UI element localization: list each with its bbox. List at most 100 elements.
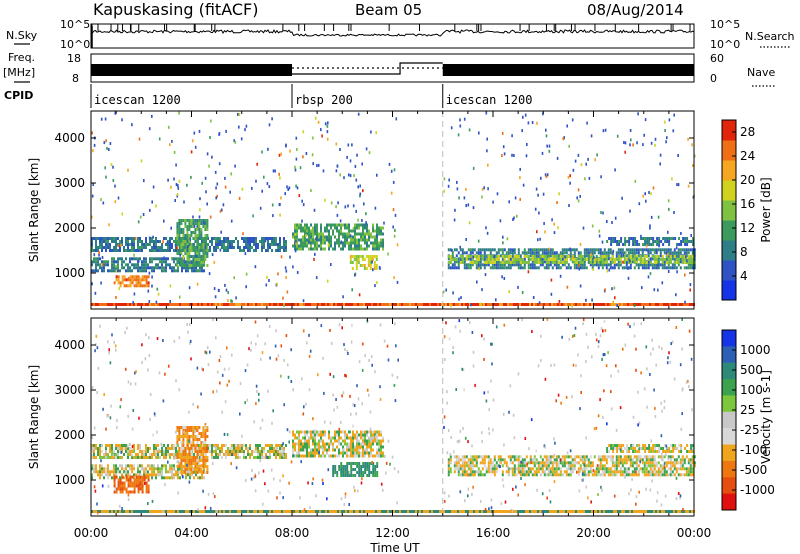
- scatter-cell: [276, 282, 278, 286]
- ground-scatter-cell: [119, 303, 121, 306]
- scatter-cell: [650, 141, 653, 145]
- echo-cell: [202, 453, 205, 456]
- echo-cell: [368, 430, 370, 434]
- echo-cell: [192, 444, 195, 447]
- echo-cell: [513, 458, 516, 462]
- echo-cell: [493, 455, 496, 459]
- echo-cell: [531, 266, 534, 270]
- echo-cell: [192, 222, 195, 225]
- ground-scatter-cell: [637, 303, 639, 306]
- echo-cell: [541, 458, 544, 462]
- echo-cell: [105, 450, 107, 453]
- echo-cell: [141, 484, 144, 488]
- echo-cell: [489, 470, 492, 474]
- echo-cell: [547, 458, 550, 462]
- echo-cell: [653, 258, 656, 261]
- echo-cell: [380, 439, 382, 443]
- echo-cell: [190, 249, 193, 252]
- echo-cell: [332, 247, 334, 251]
- echo-cell: [681, 258, 684, 261]
- echo-cell: [198, 447, 201, 450]
- echo-cell: [342, 471, 345, 474]
- echo-cell: [537, 254, 540, 258]
- echo-cell: [99, 263, 101, 267]
- echo-cell: [178, 465, 181, 468]
- echo-cell: [332, 442, 334, 446]
- echo-cell: [151, 240, 153, 243]
- echo-cell: [330, 226, 332, 230]
- echo-cell: [469, 255, 472, 258]
- scatter-cell: [247, 237, 250, 241]
- ground-scatter-cell: [649, 510, 651, 513]
- echo-cell: [537, 251, 540, 255]
- echo-cell: [121, 481, 124, 485]
- scatter-cell: [231, 299, 233, 303]
- echo-cell: [202, 462, 205, 465]
- scatter-cell: [572, 168, 575, 172]
- echo-cell: [306, 229, 308, 233]
- echo-cell: [198, 438, 201, 441]
- echo-cell: [119, 481, 122, 485]
- echo-cell: [257, 453, 259, 456]
- echo-cell: [202, 258, 205, 261]
- echo-cell: [547, 455, 550, 459]
- echo-cell: [356, 454, 358, 458]
- ground-scatter-cell: [357, 303, 359, 306]
- echo-cell: [189, 470, 191, 474]
- echo-cell: [204, 429, 207, 432]
- echo-cell: [368, 471, 371, 474]
- echo-cell: [633, 248, 636, 252]
- echo-cell: [593, 258, 596, 261]
- echo-cell: [121, 487, 124, 491]
- echo-cell: [683, 248, 686, 252]
- echo-cell: [95, 470, 97, 474]
- scatter-cell: [485, 111, 488, 115]
- echo-cell: [93, 470, 95, 474]
- echo-cell: [155, 257, 157, 261]
- echo-cell: [277, 450, 279, 453]
- echo-cell: [545, 461, 548, 465]
- echo-cell: [376, 465, 379, 468]
- echo-cell: [453, 258, 456, 261]
- echo-cell: [457, 257, 460, 261]
- echo-cell: [663, 258, 666, 261]
- echo-cell: [539, 248, 542, 252]
- ground-scatter-cell: [615, 303, 617, 306]
- echo-cell: [367, 258, 370, 261]
- echo-cell: [479, 263, 482, 267]
- echo-cell: [239, 447, 241, 450]
- ground-scatter-cell: [337, 510, 339, 513]
- scatter-cell: [453, 218, 456, 222]
- echo-cell: [356, 451, 358, 455]
- echo-cell: [151, 470, 153, 474]
- ground-scatter-cell: [675, 303, 677, 306]
- echo-cell: [131, 456, 133, 459]
- echo-cell: [192, 447, 195, 450]
- ground-scatter-cell: [121, 303, 123, 306]
- echo-cell: [178, 237, 181, 240]
- echo-cell: [349, 255, 352, 258]
- echo-cell: [346, 442, 348, 446]
- echo-cell: [133, 484, 136, 488]
- echo-cell: [123, 481, 126, 485]
- echo-cell: [141, 284, 144, 288]
- echo-cell: [326, 226, 328, 230]
- echo-cell: [372, 448, 374, 452]
- echo-cell: [549, 263, 552, 267]
- echo-cell: [215, 456, 217, 459]
- echo-cell: [171, 473, 173, 477]
- echo-cell: [310, 454, 312, 458]
- scatter-cell: [242, 232, 244, 236]
- ground-scatter-cell: [395, 510, 397, 513]
- echo-cell: [374, 229, 376, 233]
- ground-scatter-cell: [575, 510, 577, 513]
- scatter-cell: [393, 276, 395, 280]
- echo-cell: [318, 235, 320, 239]
- echo-cell: [105, 263, 107, 267]
- ground-scatter-cell: [647, 510, 649, 513]
- ground-scatter-cell: [95, 303, 97, 306]
- ground-scatter-cell: [523, 303, 525, 306]
- echo-cell: [477, 255, 480, 258]
- echo-cell: [469, 263, 472, 267]
- echo-cell: [370, 430, 372, 434]
